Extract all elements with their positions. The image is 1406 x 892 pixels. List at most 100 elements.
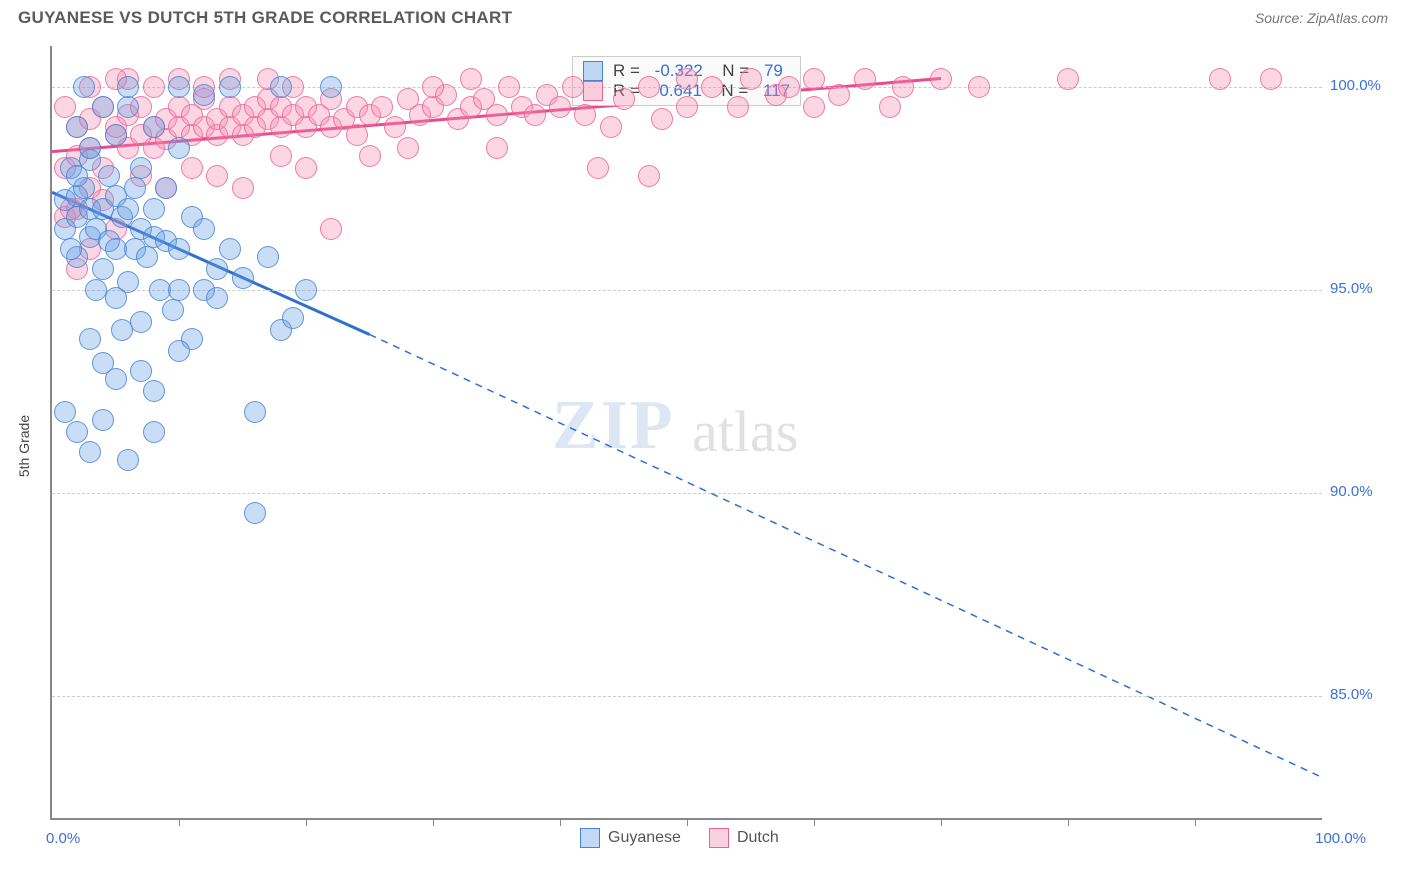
data-point xyxy=(295,279,317,301)
data-point xyxy=(168,279,190,301)
data-point xyxy=(638,76,660,98)
data-point xyxy=(778,76,800,98)
data-point xyxy=(676,68,698,90)
data-point xyxy=(803,96,825,118)
data-point xyxy=(1209,68,1231,90)
y-axis-label: 5th Grade xyxy=(16,415,32,477)
data-point xyxy=(130,311,152,333)
data-point xyxy=(562,76,584,98)
data-point xyxy=(574,104,596,126)
data-point xyxy=(371,96,393,118)
data-point xyxy=(143,76,165,98)
data-point xyxy=(282,307,304,329)
data-point xyxy=(124,177,146,199)
data-point xyxy=(244,401,266,423)
data-point xyxy=(130,360,152,382)
data-point xyxy=(460,68,482,90)
data-point xyxy=(828,84,850,106)
data-point xyxy=(600,116,622,138)
data-point xyxy=(638,165,660,187)
data-point xyxy=(727,96,749,118)
data-point xyxy=(54,96,76,118)
x-tick xyxy=(1068,818,1069,826)
legend-item-guyanese: Guyanese xyxy=(580,828,681,848)
data-point xyxy=(613,88,635,110)
x-axis-min: 0.0% xyxy=(46,830,80,847)
data-point xyxy=(79,441,101,463)
trend-lines-layer xyxy=(52,46,1322,818)
data-point xyxy=(117,271,139,293)
data-point xyxy=(270,145,292,167)
data-point xyxy=(98,165,120,187)
data-point xyxy=(1260,68,1282,90)
scatter-chart: ZIP atlas R = -0.322 N = 79 R = 0.641 N … xyxy=(50,46,1322,820)
data-point xyxy=(168,340,190,362)
legend-item-dutch: Dutch xyxy=(709,828,779,848)
data-point xyxy=(181,157,203,179)
data-point xyxy=(320,76,342,98)
data-point xyxy=(117,96,139,118)
data-point xyxy=(143,421,165,443)
y-tick-label: 85.0% xyxy=(1330,686,1373,703)
data-point xyxy=(168,137,190,159)
x-tick xyxy=(814,818,815,826)
data-point xyxy=(143,198,165,220)
data-point xyxy=(498,76,520,98)
swatch-pink-icon xyxy=(709,828,729,848)
data-point xyxy=(422,76,444,98)
data-point xyxy=(930,68,952,90)
data-point xyxy=(1057,68,1079,90)
data-point xyxy=(295,157,317,179)
data-point xyxy=(117,449,139,471)
y-tick-label: 90.0% xyxy=(1330,483,1373,500)
x-axis-max: 100.0% xyxy=(1315,830,1366,847)
data-point xyxy=(54,401,76,423)
data-point xyxy=(486,137,508,159)
x-tick xyxy=(179,818,180,826)
chart-title: GUYANESE VS DUTCH 5TH GRADE CORRELATION … xyxy=(18,8,512,28)
data-point xyxy=(701,76,723,98)
data-point xyxy=(346,124,368,146)
data-point xyxy=(193,218,215,240)
gridline-h xyxy=(52,290,1322,291)
data-point xyxy=(73,76,95,98)
data-point xyxy=(232,177,254,199)
data-point xyxy=(397,137,419,159)
data-point xyxy=(270,76,292,98)
data-point xyxy=(130,157,152,179)
series-legend: Guyanese Dutch xyxy=(580,828,779,848)
data-point xyxy=(244,502,266,524)
y-tick-label: 100.0% xyxy=(1330,77,1381,94)
data-point xyxy=(359,145,381,167)
data-point xyxy=(105,368,127,390)
legend-label-pink: Dutch xyxy=(737,829,779,847)
data-point xyxy=(320,218,342,240)
data-point xyxy=(219,76,241,98)
data-point xyxy=(143,116,165,138)
x-tick xyxy=(433,818,434,826)
data-point xyxy=(111,319,133,341)
x-tick xyxy=(560,818,561,826)
data-point xyxy=(193,84,215,106)
data-point xyxy=(168,76,190,98)
watermark-atlas: atlas xyxy=(692,398,798,465)
data-point xyxy=(206,258,228,280)
data-point xyxy=(676,96,698,118)
swatch-blue-icon xyxy=(580,828,600,848)
x-tick xyxy=(306,818,307,826)
data-point xyxy=(117,198,139,220)
data-point xyxy=(854,68,876,90)
data-point xyxy=(92,258,114,280)
data-point xyxy=(168,238,190,260)
data-point xyxy=(105,124,127,146)
data-point xyxy=(587,157,609,179)
x-tick xyxy=(941,818,942,826)
data-point xyxy=(740,68,762,90)
data-point xyxy=(206,287,228,309)
legend-label-blue: Guyanese xyxy=(608,829,681,847)
data-point xyxy=(66,421,88,443)
data-point xyxy=(651,108,673,130)
data-point xyxy=(66,165,88,187)
data-point xyxy=(549,96,571,118)
data-point xyxy=(66,116,88,138)
